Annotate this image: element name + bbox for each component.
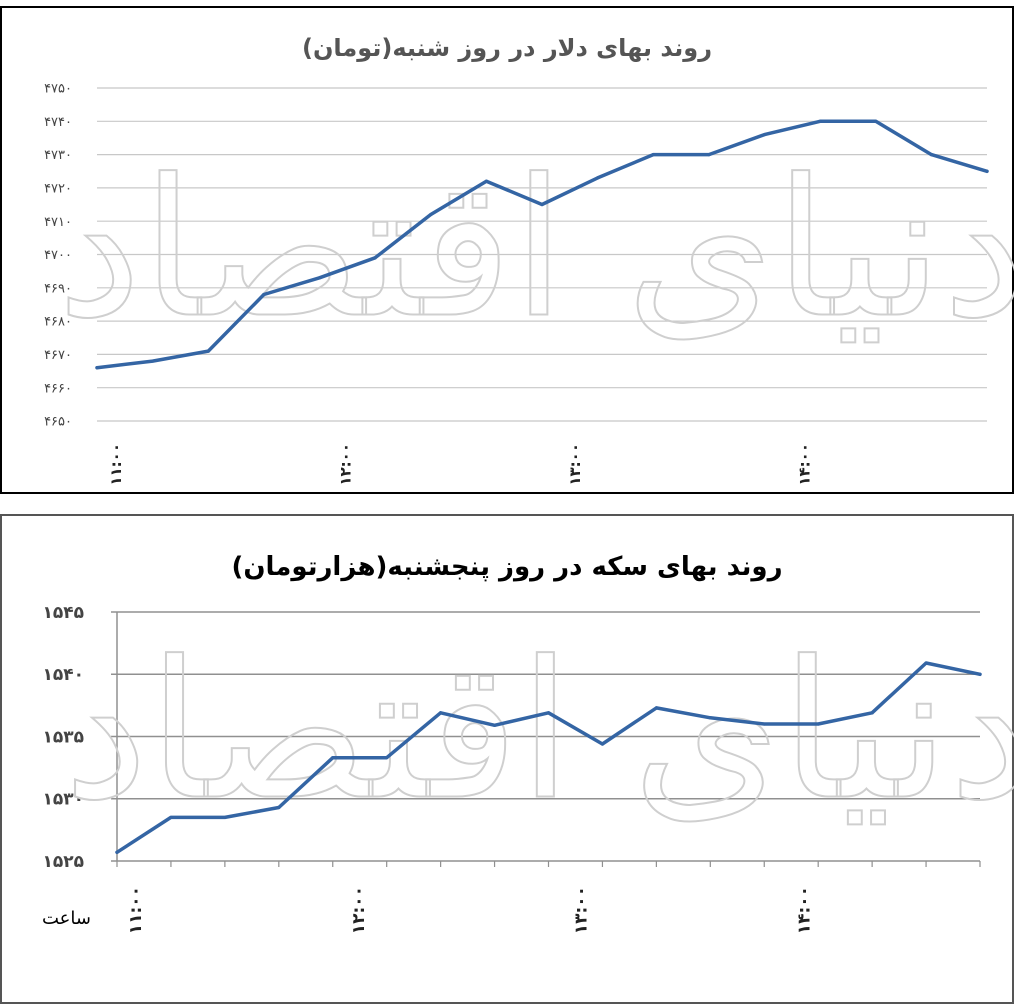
dollar-data-point (874, 119, 878, 123)
coin-watermark: دنیای اقتصاد (63, 621, 1014, 842)
coin-y-tick-label: ۱۵۴۰ (42, 665, 84, 685)
dollar-data-point (484, 179, 488, 183)
coin-data-point (439, 711, 443, 715)
coin-data-point (169, 815, 173, 820)
dollar-data-point (762, 133, 767, 137)
coin-data-point (277, 805, 281, 810)
coin-data-point (115, 850, 119, 854)
dollar-data-point (429, 212, 433, 217)
dollar-y-tick-label: ۴۶۶۰ (44, 381, 72, 396)
coin-chart-panel: روند بهای سکه در روز پنجشنبه(هزارتومان) … (0, 514, 1014, 1004)
coin-y-tick-label: ۱۵۴۵ (42, 603, 84, 623)
coin-x-tick-label: ۱۱:۰۰ (126, 886, 146, 934)
dollar-data-point (818, 119, 822, 123)
coin-x-tick-label: ۱۴:۰۰ (794, 886, 814, 934)
dollar-y-tick-label: ۴۶۹۰ (44, 281, 72, 296)
dollar-y-tick-label: ۴۶۷۰ (44, 348, 72, 363)
coin-data-point (223, 815, 227, 820)
dollar-y-tick-label: ۴۶۸۰ (44, 315, 72, 330)
coin-data-point (654, 706, 658, 710)
dollar-data-point (95, 366, 99, 370)
coin-data-point (708, 716, 712, 720)
dollar-data-point (707, 153, 711, 157)
coin-x-tick-label: ۱۳:۰۰ (572, 886, 592, 934)
dollar-x-tick-label: ۱۴:۰۰ (796, 443, 814, 486)
dollar-chart-title: روند بهای دلار در روز شنبه(تومان) (301, 34, 713, 62)
coin-y-tick-label: ۱۵۲۵ (42, 852, 84, 872)
dollar-y-tick-label: ۴۷۱۰ (44, 215, 72, 230)
coin-y-tick-label: ۱۵۳۰ (42, 790, 84, 810)
dollar-data-point (317, 276, 322, 280)
dollar-y-tick-label: ۴۶۵۰ (44, 415, 72, 430)
coin-data-point (816, 722, 820, 726)
coin-data-point (492, 723, 497, 727)
coin-data-point (600, 742, 605, 746)
dollar-y-tick-label: ۴۷۲۰ (44, 181, 72, 196)
dollar-data-point (651, 153, 655, 157)
dollar-y-tick-label: ۴۷۴۰ (44, 115, 72, 130)
dollar-data-point (540, 202, 544, 207)
dollar-data-point (596, 176, 600, 180)
coin-chart-x-axis-label: ساعت (42, 908, 91, 929)
coin-data-point (978, 672, 982, 676)
dollar-x-tick-label: ۱۳:۰۰ (566, 443, 584, 486)
dollar-data-point (262, 292, 266, 297)
dollar-y-tick-label: ۴۷۵۰ (44, 82, 72, 97)
coin-x-tick-label: ۱۲:۰۰ (349, 886, 369, 934)
dollar-y-tick-label: ۴۷۰۰ (44, 248, 72, 263)
dollar-y-tick-label: ۴۷۳۰ (44, 148, 72, 163)
dollar-chart-panel: روند بهای دلار در روز شنبه(تومان) ۴۶۵۰ ۴۶… (0, 6, 1014, 494)
dollar-data-point (373, 256, 377, 260)
coin-data-point (546, 711, 551, 715)
dollar-data-point (151, 359, 155, 363)
dollar-data-point (206, 349, 210, 353)
coin-data-point (924, 661, 928, 665)
dollar-data-point (929, 153, 933, 157)
coin-y-tick-label: ۱۵۳۵ (42, 727, 84, 747)
dollar-chart-plot: ۴۶۵۰ ۴۶۶۰ ۴۶۷۰ ۴۶۸۰ ۴۶۹۰ ۴۷۰۰ ۴۷۱۰ ۴۷۲۰ ۴۷۳۰ ۴۷۴۰… (44, 82, 1014, 486)
coin-chart-plot: ۱۵۲۵ ۱۵۳۰ ۱۵۳۵ ۱۵۴۰ ۱۵۴۵ ۱۱:۰۰ ۱۲:۰۰ ۱۳:۰۰ ۱۴:۰۰… (42, 603, 1014, 934)
dollar-x-tick-label: ۱۱:۰۰ (107, 443, 125, 486)
coin-chart-title: روند بهای سکه در روز پنجشنبه(هزارتومان) (231, 552, 783, 582)
coin-data-point (762, 722, 766, 726)
dollar-watermark: دنیای اقتصاد (57, 139, 1014, 360)
coin-data-point (331, 756, 335, 760)
coin-data-point (385, 756, 389, 760)
dollar-data-point (985, 169, 989, 173)
coin-data-point (870, 711, 874, 715)
dollar-x-tick-label: ۱۲:۰۰ (337, 443, 355, 486)
